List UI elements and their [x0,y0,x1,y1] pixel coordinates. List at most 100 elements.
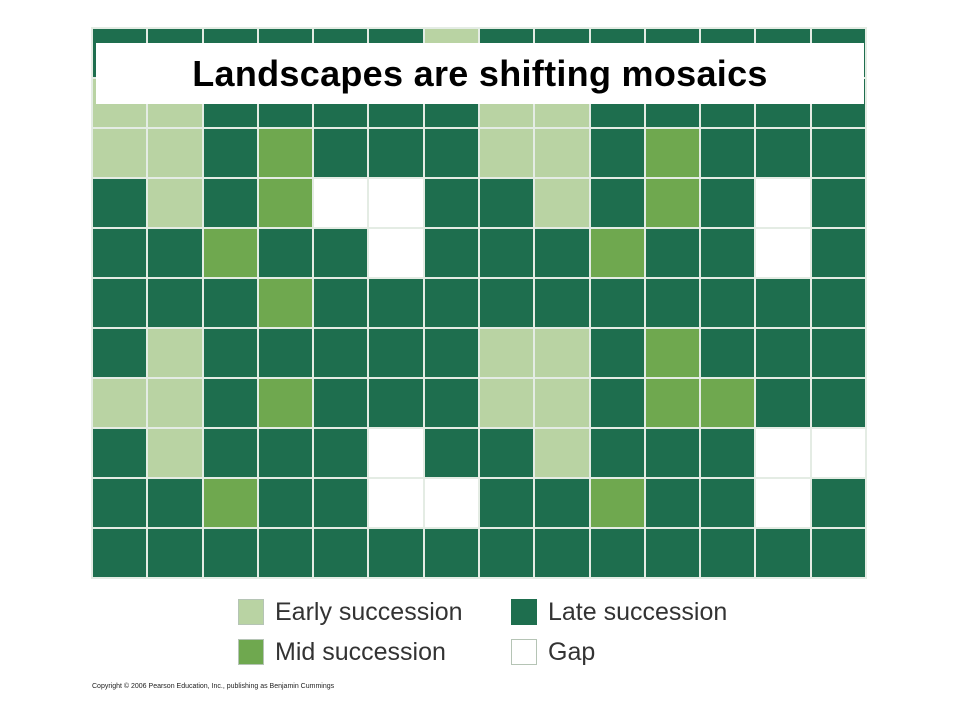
mosaic-cell-late [479,429,534,477]
mosaic-cell-mid [645,379,700,427]
mosaic-cell-late [369,329,423,377]
mosaic-cell-late [479,279,534,327]
mosaic-cell-late [424,179,478,227]
mosaic-cell-early [479,129,534,177]
legend-swatch-late [511,599,537,625]
mosaic-cell-late [479,479,534,527]
mosaic-cell-late [314,279,368,327]
legend-label-gap: Gap [548,637,596,666]
mosaic-cell-late [369,379,423,427]
mosaic-cell-late [590,129,644,177]
mosaic-cell-late [258,529,313,577]
mosaic-cell-late [203,529,257,577]
mosaic-cell-early [148,429,202,477]
mosaic-cell-late [535,529,589,577]
mosaic-cell-late [203,129,257,177]
mosaic-cell-late [756,529,810,577]
mosaic-cell-late [701,529,755,577]
mosaic-cell-late [590,329,644,377]
mosaic-cell-late [203,279,257,327]
mosaic-cell-gap [756,479,810,527]
mosaic-cell-late [203,329,257,377]
mosaic-cell-late [479,179,534,227]
slide-title: Landscapes are shifting mosaics [192,52,768,94]
mosaic-cell-late [424,129,478,177]
mosaic-cell-late [424,229,478,277]
mosaic-cell-late [701,129,755,177]
mosaic-cell-late [590,279,644,327]
mosaic-cell-late [258,429,313,477]
mosaic-cell-late [93,229,147,277]
mosaic-cell-late [93,529,147,577]
mosaic-cell-mid [590,229,644,277]
mosaic-cell-late [258,479,313,527]
mosaic-cell-late [148,479,202,527]
mosaic-cell-late [645,229,700,277]
mosaic-cell-late [701,279,755,327]
mosaic-cell-late [314,529,368,577]
mosaic-cell-late [424,429,478,477]
mosaic-cell-late [203,379,257,427]
mosaic-cell-early [479,329,534,377]
mosaic-cell-mid [701,379,755,427]
mosaic-cell-gap [756,429,810,477]
legend-swatch-mid [238,639,264,665]
mosaic-cell-early [148,379,202,427]
mosaic-cell-late [424,379,478,427]
mosaic-cell-late [479,529,534,577]
mosaic-cell-early [93,129,147,177]
mosaic-cell-gap [369,479,423,527]
mosaic-cell-late [590,429,644,477]
mosaic-cell-mid [645,329,700,377]
mosaic-cell-late [314,229,368,277]
mosaic-cell-early [535,129,589,177]
mosaic-cell-late [535,229,589,277]
mosaic-cell-late [645,479,700,527]
mosaic-cell-early [535,329,589,377]
mosaic-cell-late [314,379,368,427]
mosaic-cell-mid [203,479,257,527]
mosaic-cell-early [148,129,202,177]
mosaic-cell-late [93,179,147,227]
mosaic-cell-late [645,429,700,477]
mosaic-cell-late [93,329,147,377]
mosaic-cell-late [369,129,423,177]
mosaic-cell-late [203,429,257,477]
mosaic-cell-late [811,479,865,527]
legend-item-mid-succession: Mid succession [238,637,446,667]
mosaic-cell-late [811,529,865,577]
mosaic-cell-late [701,229,755,277]
mosaic-cell-late [369,529,423,577]
mosaic-cell-late [93,429,147,477]
mosaic-cell-late [314,479,368,527]
mosaic-cell-late [424,279,478,327]
mosaic-cell-late [148,229,202,277]
mosaic-cell-late [811,279,865,327]
mosaic-cell-mid [258,179,313,227]
mosaic-cell-gap [424,479,478,527]
mosaic-cell-early [148,179,202,227]
legend-label-mid: Mid succession [275,637,446,666]
mosaic-cell-mid [258,279,313,327]
legend-item-late-succession: Late succession [511,597,727,627]
mosaic-cell-late [535,479,589,527]
mosaic-cell-late [424,329,478,377]
mosaic-cell-late [93,279,147,327]
mosaic-cell-gap [314,179,368,227]
mosaic-cell-late [148,279,202,327]
mosaic-cell-early [535,379,589,427]
mosaic-cell-late [258,229,313,277]
mosaic-cell-late [701,479,755,527]
mosaic-cell-gap [369,429,423,477]
mosaic-cell-late [314,329,368,377]
mosaic-cell-early [479,379,534,427]
mosaic-cell-late [479,229,534,277]
copyright-notice: Copyright © 2006 Pearson Education, Inc.… [92,683,335,690]
mosaic-cell-late [314,129,368,177]
mosaic-cell-late [756,279,810,327]
mosaic-cell-gap [756,229,810,277]
legend-item-gap: Gap [511,637,595,667]
mosaic-cell-early [93,379,147,427]
legend-swatch-early [238,599,264,625]
mosaic-cell-late [756,329,810,377]
